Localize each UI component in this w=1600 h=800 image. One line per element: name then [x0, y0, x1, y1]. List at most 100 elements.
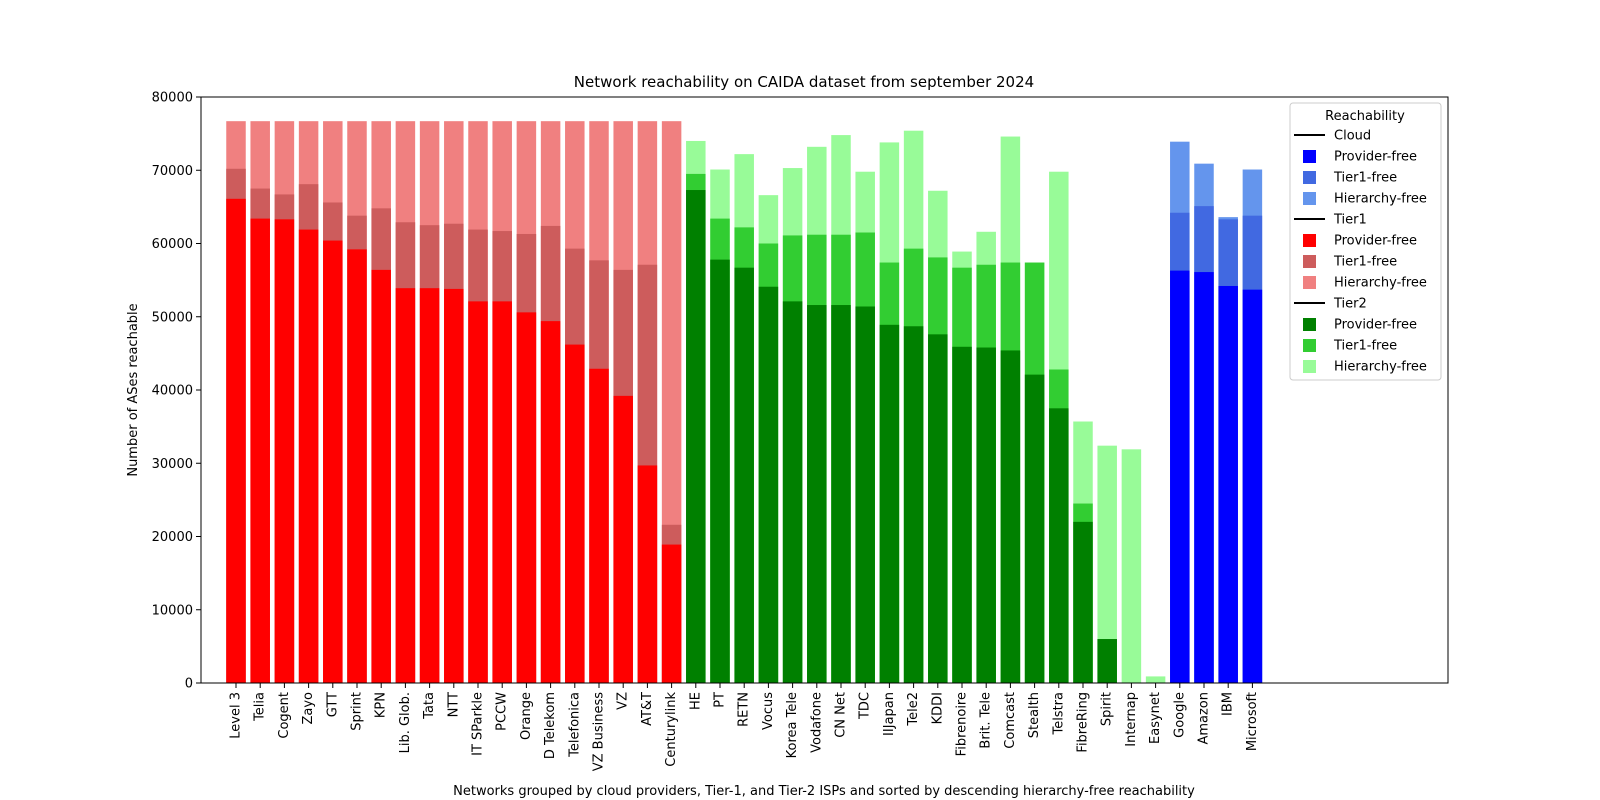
legend-entry-label: Tier1-free: [1333, 339, 1397, 354]
x-tick-label: IT SParkle: [471, 692, 486, 756]
bar-provider-free: [613, 395, 633, 683]
x-tick-label: Tata: [422, 692, 437, 720]
bar-provider-free: [323, 240, 343, 683]
x-tick-label: HE: [688, 692, 703, 710]
bar-provider-free: [758, 286, 779, 683]
x-tick-label: Korea Tele: [785, 692, 800, 758]
bar-provider-free: [782, 301, 803, 683]
y-tick-label: 40000: [152, 384, 193, 399]
bar-hierarchy-free: [1097, 445, 1117, 683]
y-tick-label: 60000: [152, 237, 193, 252]
x-tick-label: Easynet: [1148, 692, 1163, 744]
legend-entry-label: Provider-free: [1334, 150, 1417, 165]
legend-entry-label: Hierarchy-free: [1334, 360, 1427, 375]
bar-provider-free: [903, 326, 924, 683]
x-tick-label: D Telekom: [543, 692, 558, 759]
legend-swatch: [1303, 318, 1316, 331]
y-axis: 0 10000 20000 30000 40000 50000 60000 70000 8000…: [152, 91, 201, 692]
bar-provider-free: [1073, 521, 1093, 683]
bar-provider-free: [444, 288, 464, 683]
bar-provider-free: [274, 219, 295, 683]
legend-entry-label: Provider-free: [1334, 318, 1417, 333]
bar-provider-free: [540, 321, 561, 683]
legend-entry-label: Hierarchy-free: [1334, 276, 1427, 291]
bar-provider-free: [250, 218, 270, 683]
x-tick-label: Fibrenoire: [955, 692, 970, 756]
legend-entry-label: Tier1-free: [1333, 255, 1397, 270]
bar-provider-free: [686, 190, 706, 683]
bar-provider-free: [879, 324, 900, 683]
x-tick-label: TDC: [858, 692, 873, 720]
x-axis: Level 3 Telia Cogent Zayo GTT Sprint KPN Lib. G…: [229, 683, 1260, 771]
legend-group-label: Tier1: [1333, 213, 1367, 228]
x-tick-label: IIJapan: [882, 692, 897, 736]
bar-provider-free: [419, 288, 440, 683]
bar-provider-free: [1242, 289, 1263, 683]
x-tick-label: VZ Business: [592, 692, 607, 771]
bar-provider-free: [661, 544, 682, 683]
y-tick-label: 20000: [152, 530, 193, 545]
x-tick-label: FibreRing: [1076, 692, 1091, 753]
x-tick-label: Spirit: [1100, 692, 1115, 726]
x-tick-label: Internap: [1124, 692, 1139, 747]
x-tick-label: Telstra: [1051, 692, 1066, 736]
legend-swatch: [1303, 360, 1316, 373]
x-tick-label: Telia: [253, 692, 268, 722]
x-tick-label: Centurylink: [664, 692, 679, 767]
x-tick-label: Stealth: [1027, 692, 1042, 738]
legend-swatch: [1303, 255, 1316, 268]
legend-entry-label: Tier1-free: [1333, 171, 1397, 186]
bar-provider-free: [976, 347, 996, 683]
x-tick-label: Lib. Glob.: [398, 692, 413, 753]
x-tick-label: KDDI: [930, 692, 945, 724]
x-tick-label: GTT: [325, 692, 340, 717]
bar-provider-free: [298, 229, 319, 683]
bar-provider-free: [395, 288, 416, 683]
x-tick-label: Telefonica: [567, 692, 582, 758]
x-tick-label: VZ: [616, 692, 631, 710]
y-axis-label: Number of ASes reachable: [126, 303, 141, 476]
bar-provider-free: [952, 346, 972, 683]
y-tick-label: 80000: [152, 91, 193, 106]
x-tick-label: KPN: [374, 692, 389, 718]
x-axis-label: Networks grouped by cloud providers, Tie…: [453, 784, 1195, 799]
x-tick-label: Cogent: [277, 692, 292, 739]
bar-provider-free: [565, 344, 585, 683]
bar-provider-free: [468, 301, 488, 683]
bar-provider-free: [1097, 639, 1117, 683]
legend-title: Reachability: [1325, 109, 1405, 124]
bar-provider-free: [371, 269, 391, 683]
bar-provider-free: [1024, 374, 1045, 683]
x-tick-label: Zayo: [301, 692, 316, 725]
y-tick-label: 30000: [152, 457, 193, 472]
x-tick-label: Microsoft: [1245, 692, 1260, 751]
x-tick-label: Google: [1172, 692, 1187, 738]
legend-entry-label: Provider-free: [1334, 234, 1417, 249]
x-tick-label: Brit. Tele: [979, 692, 994, 749]
bars-layer: [226, 121, 1263, 684]
bar-provider-free: [1049, 408, 1069, 683]
bar-provider-free: [928, 334, 948, 683]
bar-provider-free: [734, 267, 754, 683]
x-tick-label: NTT: [446, 692, 461, 717]
legend-group-label: Tier2: [1333, 297, 1367, 312]
x-tick-label: Orange: [519, 692, 534, 740]
x-tick-label: RETN: [737, 692, 752, 727]
legend: Reachability Cloud Provider-free Tier1-fre…: [1289, 102, 1442, 381]
x-tick-label: Level 3: [229, 692, 244, 739]
y-tick-label: 0: [185, 677, 193, 692]
legend-swatch: [1303, 171, 1316, 184]
x-tick-label: PT: [713, 692, 728, 708]
y-tick-label: 10000: [152, 603, 193, 618]
bar-provider-free: [1194, 272, 1214, 683]
chart-title: Network reachability on CAIDA dataset fr…: [574, 73, 1034, 91]
bar-hierarchy-free: [1121, 449, 1142, 683]
x-tick-label: CN Net: [834, 692, 849, 738]
bar-provider-free: [492, 301, 512, 683]
y-tick-label: 70000: [152, 164, 193, 179]
y-tick-label: 50000: [152, 310, 193, 325]
x-tick-label: Tele2: [906, 692, 921, 727]
legend-group-label: Cloud: [1334, 129, 1371, 144]
x-tick-label: Amazon: [1197, 692, 1212, 745]
